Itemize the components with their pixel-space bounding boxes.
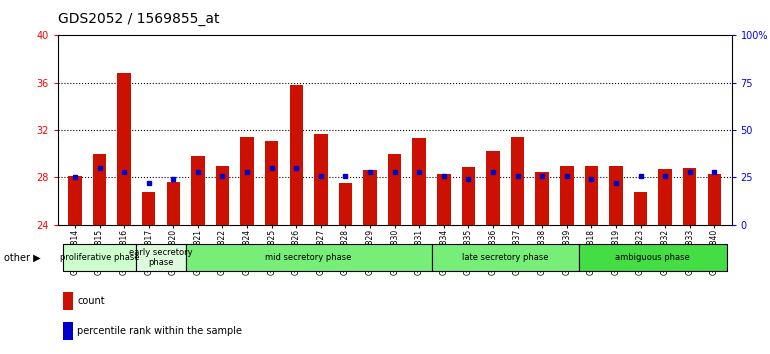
Bar [166,182,180,225]
Bar [136,244,186,271]
Bar [142,192,156,225]
Bar [117,73,131,225]
Bar [658,169,672,225]
Bar [93,154,106,225]
Bar [240,137,254,225]
Bar [535,172,549,225]
Bar [63,322,73,340]
Bar [216,166,229,225]
Text: GDS2052 / 1569855_at: GDS2052 / 1569855_at [58,12,219,27]
Bar [191,156,205,225]
Bar [462,167,475,225]
Bar [314,134,327,225]
Bar [708,174,721,225]
Text: other ▶: other ▶ [4,253,41,263]
Text: mid secretory phase: mid secretory phase [266,253,352,262]
Text: percentile rank within the sample: percentile rank within the sample [77,326,242,336]
Bar [265,141,279,225]
Text: count: count [77,296,105,306]
Bar [69,176,82,225]
Bar [363,170,377,225]
Text: ambiguous phase: ambiguous phase [615,253,690,262]
Bar [579,244,727,271]
Bar [62,244,136,271]
Bar [584,166,598,225]
Bar [486,152,500,225]
Bar [560,166,574,225]
Bar [609,166,623,225]
Bar [290,85,303,225]
Bar [437,174,450,225]
Bar [413,138,426,225]
Text: late secretory phase: late secretory phase [462,253,548,262]
Text: proliferative phase: proliferative phase [60,253,139,262]
Bar [634,192,648,225]
Bar [63,292,73,310]
Bar [431,244,579,271]
Bar [683,168,696,225]
Bar [388,154,401,225]
Bar [511,137,524,225]
Bar [186,244,431,271]
Text: early secretory
phase: early secretory phase [129,248,192,267]
Bar [339,183,352,225]
